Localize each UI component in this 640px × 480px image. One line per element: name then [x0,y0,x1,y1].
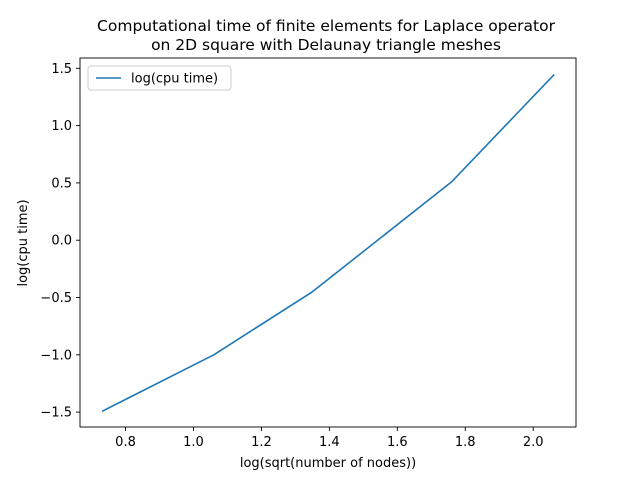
x-tick-label: 0.8 [115,435,136,450]
y-tick-label: −1.0 [40,348,72,363]
legend-entry-label: log(cpu time) [131,72,218,87]
y-tick-label: 1.0 [51,119,72,134]
x-tick-label: 1.4 [319,435,340,450]
plot-area [79,57,577,428]
legend: log(cpu time) [87,65,232,91]
series-line-0 [101,74,555,413]
y-tick-label: −0.5 [40,291,72,306]
y-tick-label: −1.5 [40,406,72,421]
legend-box [87,65,232,91]
x-tick-label: 1.8 [455,435,476,450]
y-tick-label: 1.5 [51,62,72,77]
x-tick-label: 1.6 [387,435,408,450]
chart-title-line-2: on 2D square with Delaunay triangle mesh… [151,36,501,54]
chart-title-line-1: Computational time of finite elements fo… [97,17,556,35]
axes-frame [79,57,577,428]
x-tick-label: 1.2 [251,435,272,450]
y-tick-label: 0.5 [51,176,72,191]
y-axis-label: log(cpu time) [16,199,31,286]
x-axis-label: log(sqrt(number of nodes)) [240,456,416,471]
x-axis-ticks: 0.8 1.0 1.2 1.4 1.6 1.8 2.0 [115,427,544,450]
y-axis-ticks: −1.5 −1.0 −0.5 0.0 0.5 1.0 1.5 [40,62,80,421]
x-tick-label: 1.0 [183,435,204,450]
y-tick-label: 0.0 [51,234,72,249]
x-tick-label: 2.0 [523,435,544,450]
